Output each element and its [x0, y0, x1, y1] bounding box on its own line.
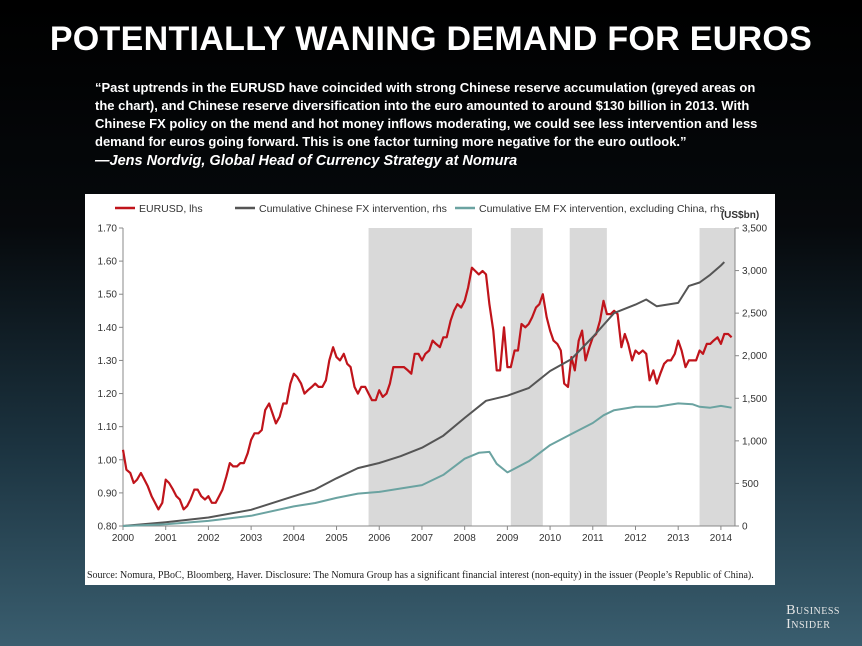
shaded-period [368, 228, 472, 526]
legend-label-1: EURUSD, lhs [139, 203, 203, 215]
x-tick-label: 2001 [155, 533, 178, 544]
right-tick-label: 2,500 [742, 309, 767, 320]
right-tick-label: 1,000 [742, 436, 767, 447]
chart-panel: 1.70 1.60 1.50 1.40 1.30 1.20 1.10 1.00 0.90 0.80… [85, 194, 775, 585]
series-line-3 [122, 402, 732, 527]
left-tick-label: 1.30 [98, 356, 118, 367]
x-tick-label: 2003 [240, 533, 263, 544]
x-tick-label: 2010 [539, 533, 562, 544]
x-tick-label: 2012 [624, 533, 647, 544]
left-tick-label: 1.10 [98, 422, 118, 433]
shaded-period [699, 228, 735, 526]
brand-line-2: Insider [786, 617, 831, 632]
x-tick-label: 2004 [283, 533, 306, 544]
quote-attribution: —Jens Nordvig, Global Head of Currency S… [95, 153, 518, 169]
shaded-period [510, 228, 543, 526]
legend-label-3: Cumulative EM FX intervention, excluding… [479, 203, 725, 215]
right-tick-label: 500 [742, 479, 759, 490]
x-tick-label: 2006 [368, 533, 391, 544]
x-tick-label: 2008 [454, 533, 477, 544]
left-tick-label: 1.00 [98, 455, 118, 466]
left-tick-label: 1.20 [98, 389, 118, 400]
right-tick-label: 3,000 [742, 266, 767, 277]
right-tick-label: 3,500 [742, 224, 767, 235]
x-tick-label: 2000 [112, 533, 135, 544]
series-line-1 [121, 266, 733, 511]
x-tick-label: 2011 [582, 533, 604, 544]
x-tick-label: 2002 [197, 533, 220, 544]
x-tick-label: 2007 [411, 533, 434, 544]
business-insider-logo: Business Insider [786, 604, 840, 632]
line-chart: 1.70 1.60 1.50 1.40 1.30 1.20 1.10 1.00 0.90 0.80… [98, 203, 768, 544]
left-tick-label: 1.60 [98, 257, 118, 268]
x-tick-label: 2014 [710, 533, 733, 544]
right-tick-label: 1,500 [742, 394, 767, 405]
left-tick-label: 0.90 [98, 488, 118, 499]
x-tick-label: 2013 [667, 533, 690, 544]
shaded-period [569, 228, 607, 526]
left-tick-label: 1.70 [98, 224, 118, 235]
right-axis-unit-label: (US$bn) [721, 210, 759, 221]
quote-text: “Past uptrends in the EURUSD have coinci… [95, 80, 758, 149]
chart-source-note: Source: Nomura, PBoC, Bloomberg, Haver. … [87, 570, 754, 581]
left-tick-label: 1.50 [98, 290, 118, 301]
right-tick-label: 0 [742, 522, 748, 533]
left-tick-label: 0.80 [98, 522, 118, 533]
x-tick-label: 2005 [325, 533, 348, 544]
legend-label-2: Cumulative Chinese FX intervention, rhs [259, 203, 447, 215]
right-tick-label: 2,000 [742, 351, 767, 362]
left-tick-label: 1.40 [98, 323, 118, 334]
series-line-2 [122, 261, 726, 527]
slide-title: POTENTIALLY WANING DEMAND FOR EUROS [49, 20, 813, 58]
x-tick-label: 2009 [496, 533, 519, 544]
brand-line-1: Business [786, 603, 840, 618]
